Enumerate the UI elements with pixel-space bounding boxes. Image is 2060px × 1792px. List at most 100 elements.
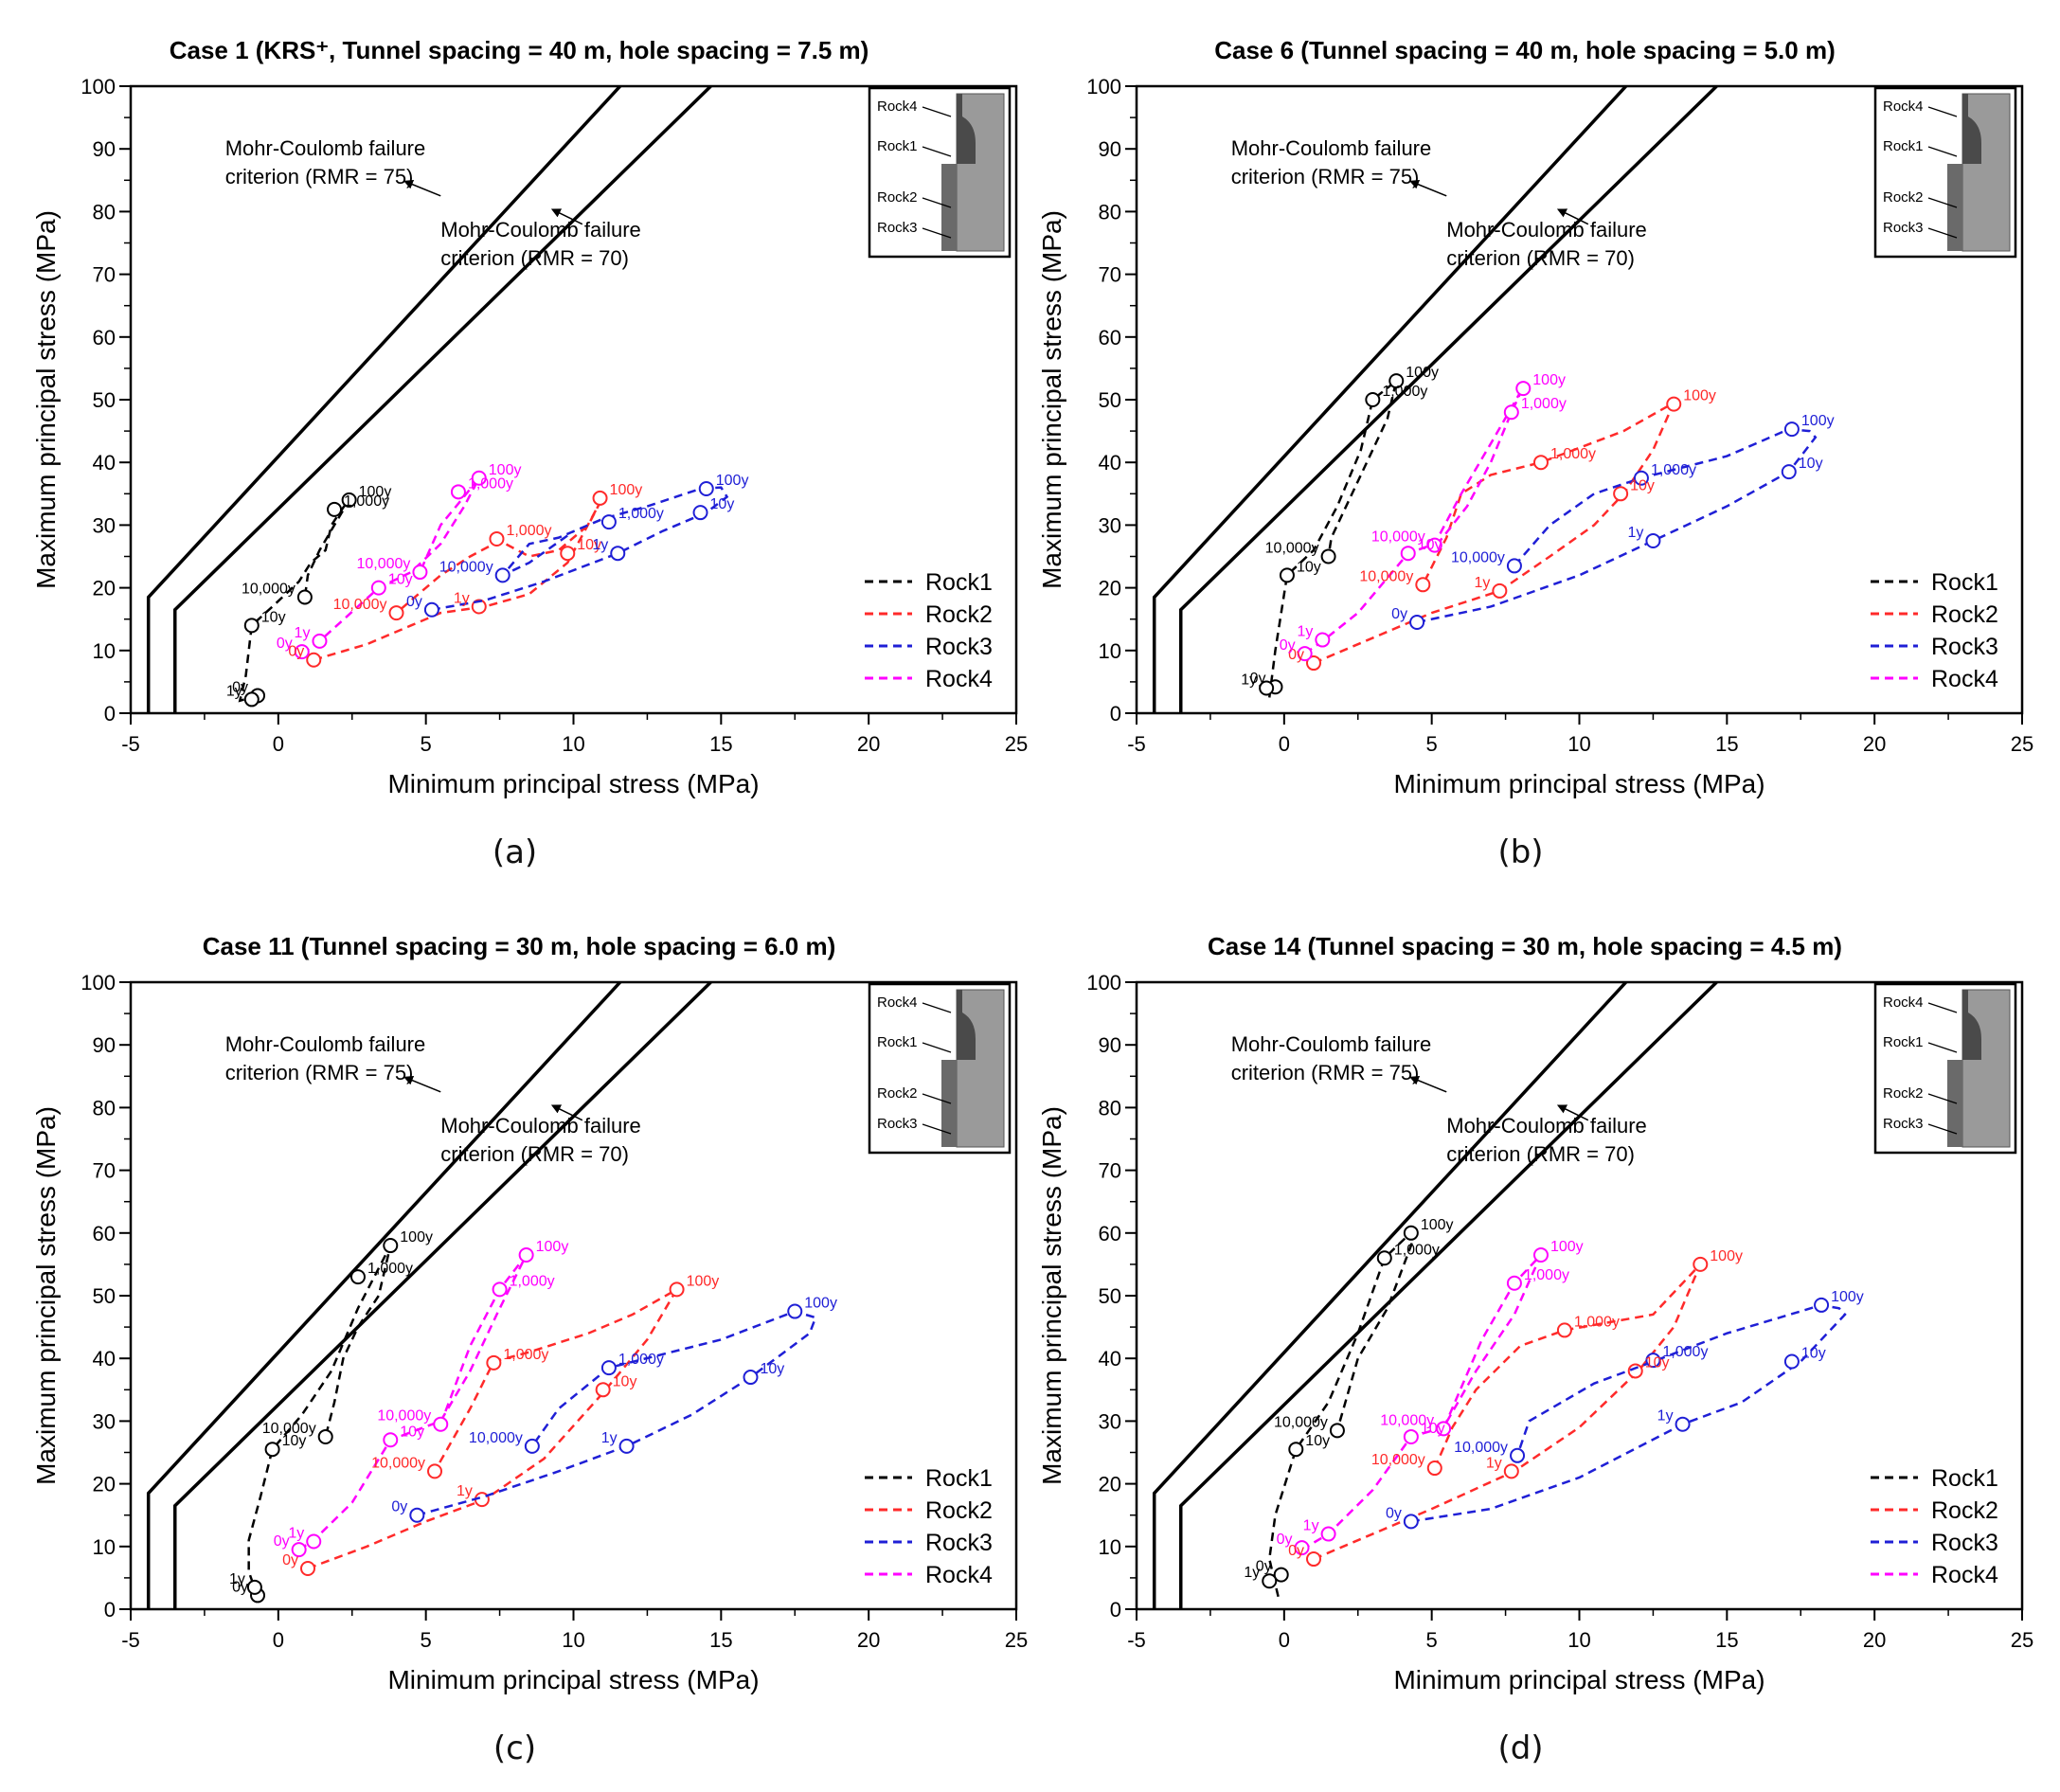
chart-svg: Case 6 (Tunnel spacing = 40 m, hole spac… xyxy=(1037,36,2033,798)
time-point-marker xyxy=(1532,455,1549,471)
time-point-label: 1,000y xyxy=(1550,446,1596,462)
inset-leader-line xyxy=(1927,1042,1958,1053)
time-point-marker xyxy=(1329,1423,1345,1439)
y-tick-label: 70 xyxy=(1099,263,1121,287)
time-point-marker xyxy=(1415,577,1431,593)
time-point-label: 10y xyxy=(282,1433,307,1449)
time-point-label: 1,000y xyxy=(367,1261,413,1277)
legend-label: Rock1 xyxy=(1931,1465,1998,1492)
time-point-label: 1y xyxy=(1474,575,1490,591)
time-point-marker xyxy=(317,1428,333,1444)
time-point-label: 10,000y xyxy=(242,582,296,598)
inset-leader-line xyxy=(922,1002,952,1013)
legend-label: Rock4 xyxy=(1931,1562,1998,1588)
legend-label: Rock1 xyxy=(925,569,993,596)
y-tick-label: 80 xyxy=(93,1096,116,1120)
time-point-marker xyxy=(306,652,322,668)
inset-label: Rock3 xyxy=(877,1116,918,1132)
y-tick-label: 80 xyxy=(1099,1096,1121,1120)
time-point-marker xyxy=(341,492,357,508)
time-point-label: 1,000y xyxy=(1521,396,1567,412)
series-line-rock4 xyxy=(301,476,480,655)
y-tick-label: 30 xyxy=(1099,513,1121,537)
inset-tunnel-shape xyxy=(957,990,976,1060)
y-tick-label: 70 xyxy=(1099,1159,1121,1183)
x-tick-label: 5 xyxy=(421,1628,432,1652)
legend-label: Rock2 xyxy=(1931,1497,1998,1524)
time-point-label: 1y xyxy=(1657,1408,1674,1425)
time-point-marker xyxy=(743,1370,759,1386)
time-point-label: 0y xyxy=(1280,637,1296,654)
time-point-label: 1y xyxy=(454,590,470,606)
time-point-label: 1y xyxy=(288,1526,304,1542)
time-point-marker xyxy=(1403,1225,1419,1241)
series-line-rock4 xyxy=(1300,1254,1543,1551)
x-tick-label: 5 xyxy=(421,732,432,756)
legend-label: Rock1 xyxy=(1931,569,1998,596)
time-point-marker xyxy=(264,1442,280,1458)
legend-label: Rock3 xyxy=(1931,1530,1998,1556)
time-point-label: 100y xyxy=(1710,1248,1743,1264)
time-point-label: 10y xyxy=(1799,456,1823,472)
failure-envelope-label: Mohr-Coulomb failure xyxy=(225,136,426,160)
inset-label: Rock1 xyxy=(877,138,918,154)
y-tick-label: 40 xyxy=(1099,451,1121,475)
time-point-marker xyxy=(312,633,328,649)
inset-leader-line xyxy=(1927,146,1958,157)
inset-leader-line xyxy=(1927,1123,1958,1135)
y-tick-label: 90 xyxy=(1099,137,1121,161)
series-line-rock1 xyxy=(247,1245,392,1598)
time-point-label: 10,000y xyxy=(1359,568,1413,584)
time-point-marker xyxy=(1503,404,1519,421)
time-point-label: 10y xyxy=(1630,477,1655,493)
time-point-label: 1y xyxy=(1244,1565,1260,1581)
time-point-marker xyxy=(560,546,576,562)
time-point-marker xyxy=(1436,1421,1452,1437)
time-point-marker xyxy=(600,1360,617,1376)
time-point-marker xyxy=(1506,1275,1522,1291)
time-point-label: 100y xyxy=(716,473,749,489)
x-tick-label: 20 xyxy=(857,1628,880,1652)
time-point-label: 10y xyxy=(613,1373,637,1389)
time-point-label: 0y xyxy=(1386,1505,1402,1521)
time-point-label: 0y xyxy=(1277,1532,1293,1548)
failure-envelope-line xyxy=(173,982,712,1609)
time-point-marker xyxy=(327,501,343,517)
failure-envelope-label: criterion (RMR = 70) xyxy=(440,246,629,270)
plot-area xyxy=(1152,86,1818,713)
y-tick-label: 0 xyxy=(1110,1598,1121,1622)
failure-envelope-arrow xyxy=(1408,180,1447,197)
x-tick-label: 15 xyxy=(709,732,732,756)
plot-area xyxy=(1152,982,1847,1609)
legend-label: Rock2 xyxy=(925,601,993,628)
time-point-label: 10,000y xyxy=(1451,549,1505,565)
inset-label: Rock4 xyxy=(1883,995,1924,1011)
y-tick-label: 0 xyxy=(1110,702,1121,726)
inset-label: Rock4 xyxy=(877,995,918,1011)
inset-mesh xyxy=(956,93,1005,252)
x-axis-label: Minimum principal stress (MPa) xyxy=(1393,1665,1764,1694)
failure-envelope-arrow xyxy=(403,1076,441,1093)
inset-tunnel-shape xyxy=(957,94,976,164)
time-point-marker xyxy=(1675,1416,1691,1432)
failure-envelope-label: Mohr-Coulomb failure xyxy=(440,218,641,242)
time-point-marker xyxy=(1294,1540,1310,1556)
time-point-marker xyxy=(1613,486,1629,502)
legend-label: Rock4 xyxy=(925,666,993,692)
time-point-marker xyxy=(383,1238,399,1254)
time-point-marker xyxy=(1273,1567,1289,1583)
time-point-label: 1y xyxy=(601,1430,618,1446)
time-point-marker xyxy=(300,1560,315,1576)
time-point-marker xyxy=(412,564,428,581)
time-point-marker xyxy=(492,1281,508,1298)
panel-caption: (b) xyxy=(1497,833,1544,871)
legend-label: Rock4 xyxy=(925,1562,993,1588)
failure-envelope-label: Mohr-Coulomb failure xyxy=(1446,218,1647,242)
time-point-label: 100y xyxy=(359,484,392,500)
y-tick-label: 60 xyxy=(1099,326,1121,349)
failure-envelope-line xyxy=(146,982,622,1609)
time-point-label: 100y xyxy=(400,1229,433,1245)
time-point-marker xyxy=(1320,1526,1336,1542)
inset-leader-line xyxy=(922,197,952,208)
time-point-label: 0y xyxy=(1288,647,1304,663)
